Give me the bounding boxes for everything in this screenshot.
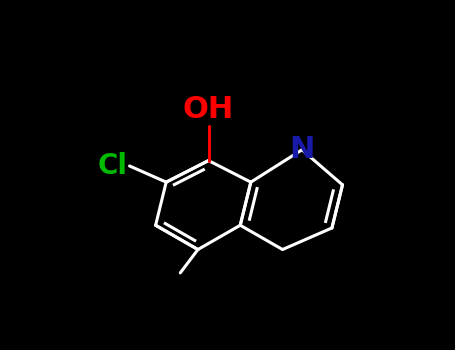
Text: OH: OH — [183, 95, 234, 124]
Text: N: N — [289, 135, 315, 164]
Text: Cl: Cl — [98, 152, 128, 180]
